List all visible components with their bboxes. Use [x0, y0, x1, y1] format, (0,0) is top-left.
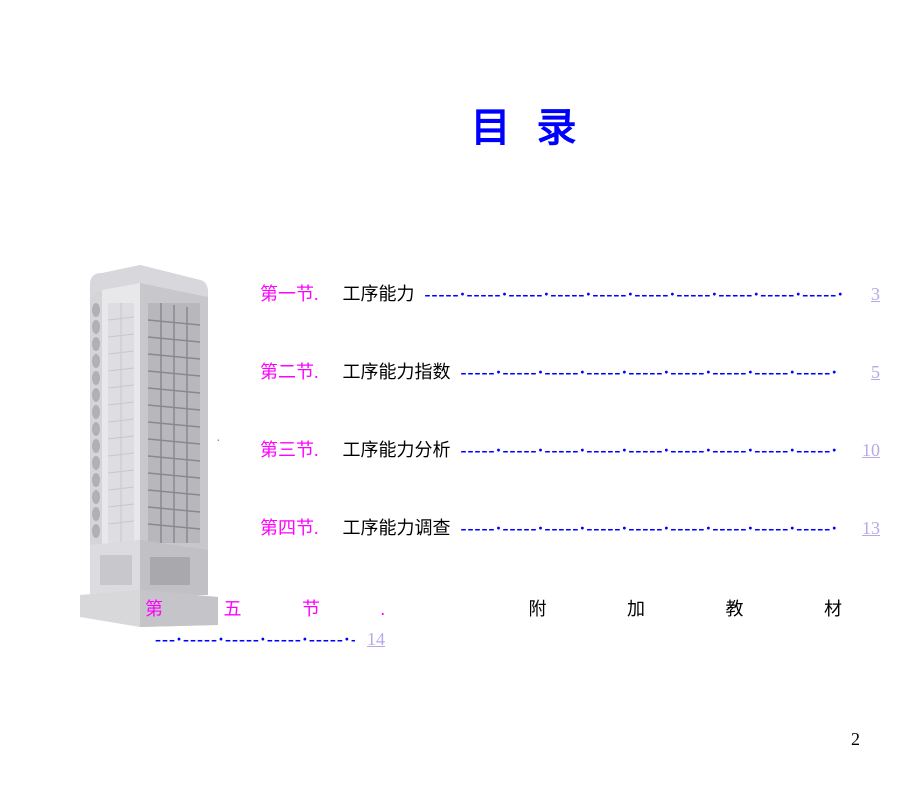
toc-item-3: 第三节. 工序能力分析 -----·-----·-----·-----·----… — [260, 436, 880, 462]
page-link[interactable]: 3 — [860, 284, 880, 305]
leader-line: -----·-----·-----·-----·-----·-----·----… — [425, 284, 851, 305]
page-link[interactable]: 13 — [860, 518, 880, 539]
section-number: 第三节. — [260, 436, 319, 462]
page-title: 目 录 — [135, 95, 920, 153]
section-title: 工序能力分析 — [343, 436, 451, 462]
page-link[interactable]: 10 — [860, 440, 880, 461]
section-title: 工序能力调查 — [343, 514, 451, 540]
toc-item-1: 第一节. 工序能力 -----·-----·-----·-----·-----·… — [260, 280, 880, 306]
building-illustration — [70, 255, 225, 630]
toc-item-2: 第二节. 工序能力指数 -----·-----·-----·-----·----… — [260, 358, 880, 384]
toc-item-4: 第四节. 工序能力调查 -----·-----·-----·-----·----… — [260, 514, 880, 540]
page-number: 2 — [851, 729, 860, 750]
section-title: 工序能力指数 — [343, 358, 451, 384]
toc-item-5: 第 五 节 . 附 加 教 材 ---·-----·-----·-----·--… — [145, 595, 880, 650]
section-number: 第一节. — [260, 280, 319, 306]
section-number: 第二节. — [260, 358, 319, 384]
section-title: 工序能力 — [343, 280, 415, 306]
table-of-contents: 第一节. 工序能力 -----·-----·-----·-----·-----·… — [260, 280, 880, 592]
leader-line: ---·-----·-----·-----·-----·-----·----- — [155, 629, 355, 650]
section-title: 附 加 教 材 — [529, 595, 881, 621]
leader-line: -----·-----·-----·-----·-----·-----·----… — [461, 518, 851, 539]
section-number: 第四节. — [260, 514, 319, 540]
leader-line: -----·-----·-----·-----·-----·-----·----… — [461, 440, 851, 461]
leader-line: -----·-----·-----·-----·-----·-----·----… — [461, 362, 851, 383]
page-link[interactable]: 5 — [860, 362, 880, 383]
page-link[interactable]: 14 — [365, 629, 385, 650]
section-number: 第 五 节 . — [145, 595, 413, 621]
